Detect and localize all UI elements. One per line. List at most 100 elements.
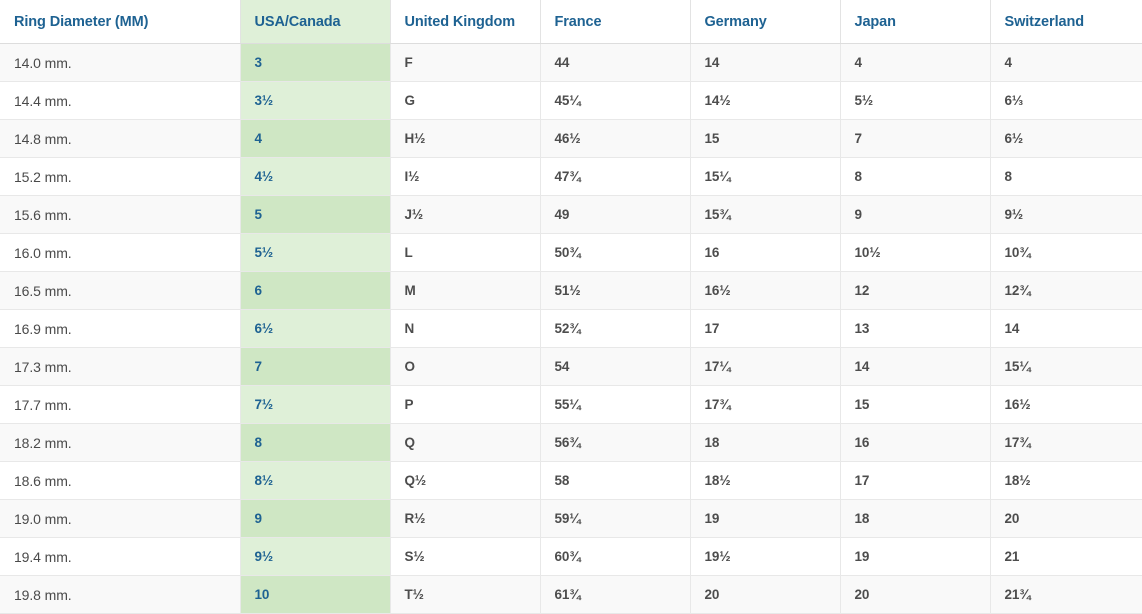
cell-value: 14.8 mm. [14,130,72,147]
cell-value: 56¾ [554,435,581,450]
cell-value: 50¾ [554,245,581,260]
cell-value: 15¼ [1004,359,1031,374]
cell-uk: I½ [390,157,541,196]
cell-value: 44 [554,55,570,70]
cell-japan: 14 [840,347,991,386]
column-header-germany[interactable]: Germany [690,0,841,44]
cell-germany: 19½ [690,537,841,576]
cell-value: P [404,397,414,412]
cell-uk: H½ [390,119,541,158]
cell-value: 16 [704,245,720,260]
column-header-france[interactable]: France [540,0,691,44]
cell-value: 19.0 mm. [14,510,72,527]
cell-value: 18 [704,435,720,450]
cell-japan: 16 [840,423,991,462]
cell-switzerland: 12¾ [990,271,1142,310]
column-header-switzerland[interactable]: Switzerland [990,0,1142,44]
cell-value: 9½ [1004,207,1024,222]
cell-diameter: 14.4 mm. [0,81,241,120]
cell-usa_canada: 8 [240,423,391,462]
cell-uk: P [390,385,541,424]
cell-value: 54 [554,359,570,374]
cell-usa_canada: 8½ [240,461,391,500]
cell-uk: M [390,271,541,310]
cell-value: R½ [404,511,426,526]
column-header-japan[interactable]: Japan [840,0,991,44]
cell-value: 6½ [1004,131,1024,146]
cell-switzerland: 15¼ [990,347,1142,386]
cell-diameter: 17.7 mm. [0,385,241,424]
cell-switzerland: 16½ [990,385,1142,424]
cell-switzerland: 14 [990,309,1142,348]
table-row: 19.0 mm. 9 R½ 59¼ 19 18 20 [0,499,1142,538]
cell-uk: O [390,347,541,386]
cell-value: 19 [854,549,870,564]
cell-germany: 16 [690,233,841,272]
table-row: 16.5 mm. 6 M 51½ 16½ 12 12¾ [0,271,1142,310]
cell-value: 58 [554,473,570,488]
cell-value: 6⅓ [1004,93,1024,108]
column-header-diameter[interactable]: Ring Diameter (MM) [0,0,241,44]
table-row: 17.7 mm. 7½ P 55¼ 17¾ 15 16½ [0,385,1142,424]
cell-japan: 18 [840,499,991,538]
cell-value: 17¾ [704,397,731,412]
cell-diameter: 14.8 mm. [0,119,241,158]
cell-japan: 7 [840,119,991,158]
cell-value: 18 [854,511,870,526]
cell-france: 58 [540,461,691,500]
cell-value: 5½ [254,245,274,260]
cell-japan: 13 [840,309,991,348]
cell-germany: 14½ [690,81,841,120]
cell-japan: 20 [840,575,991,614]
cell-value: 3½ [254,93,274,108]
cell-diameter: 17.3 mm. [0,347,241,386]
cell-usa_canada: 6 [240,271,391,310]
cell-value: 59¼ [554,511,581,526]
cell-switzerland: 10¾ [990,233,1142,272]
cell-value: 19 [704,511,720,526]
cell-switzerland: 6½ [990,119,1142,158]
cell-value: 17 [704,321,720,336]
cell-france: 60¾ [540,537,691,576]
cell-value: 15¼ [704,169,731,184]
cell-switzerland: 21¾ [990,575,1142,614]
cell-value: 49 [554,207,570,222]
cell-germany: 15¼ [690,157,841,196]
cell-value: F [404,55,413,70]
cell-value: 16 [854,435,870,450]
cell-value: 8 [1004,169,1013,184]
cell-value: 55¼ [554,397,581,412]
cell-value: Q [404,435,416,450]
cell-switzerland: 8 [990,157,1142,196]
cell-value: 4 [854,55,863,70]
cell-diameter: 14.0 mm. [0,43,241,82]
cell-france: 44 [540,43,691,82]
cell-usa_canada: 5½ [240,233,391,272]
cell-uk: T½ [390,575,541,614]
cell-value: 20 [854,587,870,602]
cell-france: 61¾ [540,575,691,614]
cell-value: 10¾ [1004,245,1031,260]
cell-diameter: 19.8 mm. [0,575,241,614]
column-header-usa_canada[interactable]: USA/Canada [240,0,391,44]
cell-germany: 18½ [690,461,841,500]
cell-france: 49 [540,195,691,234]
table-row: 18.2 mm. 8 Q 56¾ 18 16 17¾ [0,423,1142,462]
cell-germany: 20 [690,575,841,614]
cell-value: 5 [254,207,263,222]
cell-germany: 17 [690,309,841,348]
cell-diameter: 18.2 mm. [0,423,241,462]
cell-germany: 14 [690,43,841,82]
cell-value: 21¾ [1004,587,1031,602]
cell-germany: 15¾ [690,195,841,234]
cell-value: 14½ [704,93,731,108]
cell-usa_canada: 4 [240,119,391,158]
cell-japan: 10½ [840,233,991,272]
cell-value: 4½ [254,169,274,184]
column-header-uk[interactable]: United Kingdom [390,0,541,44]
cell-japan: 19 [840,537,991,576]
cell-value: 16½ [1004,397,1031,412]
cell-uk: G [390,81,541,120]
cell-value: 7½ [254,397,274,412]
cell-diameter: 18.6 mm. [0,461,241,500]
